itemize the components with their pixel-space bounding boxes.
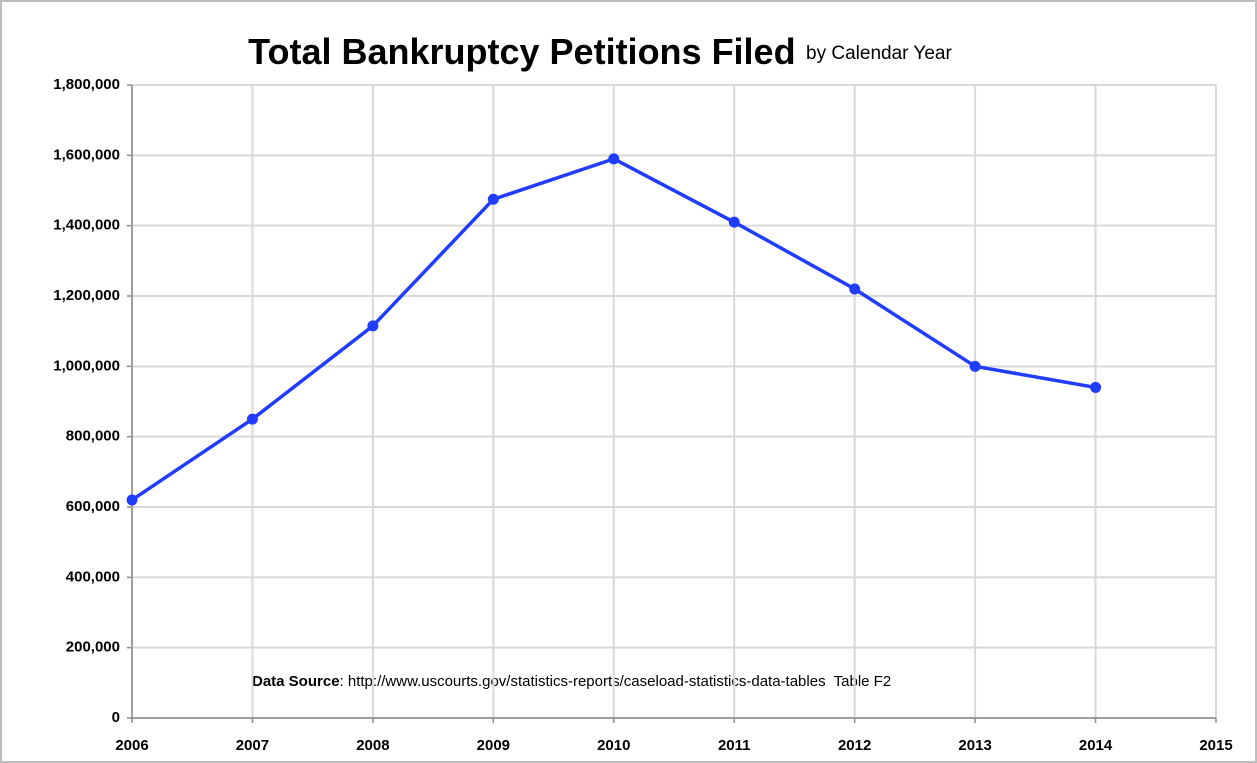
data-point xyxy=(487,193,499,205)
y-tick-label: 1,800,000 xyxy=(53,76,120,93)
data-point xyxy=(367,320,379,332)
x-tick-label: 2006 xyxy=(115,737,148,754)
annotation-text: : http://www.uscourts.gov/statistics-rep… xyxy=(340,673,892,690)
y-tick-label: 1,000,000 xyxy=(53,357,120,374)
y-tick-label: 400,000 xyxy=(66,568,120,585)
y-tick-label: 200,000 xyxy=(66,639,120,656)
y-tick-label: 0 xyxy=(112,709,120,726)
data-point xyxy=(608,153,620,165)
x-tick-label: 2013 xyxy=(958,737,991,754)
chart-heading: Total Bankruptcy Petitions Filed by Cale… xyxy=(248,31,952,72)
x-tick-label: 2011 xyxy=(718,737,751,754)
y-tick-label: 600,000 xyxy=(66,498,120,515)
y-tick-label: 800,000 xyxy=(66,428,120,445)
y-tick-label: 1,600,000 xyxy=(53,146,120,163)
data-point xyxy=(1090,381,1102,393)
annotation-label: Data Source xyxy=(252,673,340,690)
x-tick-label: 2008 xyxy=(356,737,389,754)
x-tick-label: 2015 xyxy=(1199,737,1232,754)
data-point xyxy=(849,283,861,295)
annotation: Data Source: http://www.uscourts.gov/sta… xyxy=(252,673,891,690)
x-tick-label: 2007 xyxy=(236,737,269,754)
chart-title: Total Bankruptcy Petitions Filed xyxy=(248,31,795,72)
x-tick-label: 2010 xyxy=(597,737,630,754)
chart-subtitle: by Calendar Year xyxy=(806,43,952,64)
x-tick-label: 2012 xyxy=(838,737,871,754)
x-tick-label: 2009 xyxy=(477,737,510,754)
y-tick-label: 1,400,000 xyxy=(53,217,120,234)
data-point xyxy=(728,216,740,228)
x-tick-label: 2014 xyxy=(1079,737,1113,754)
y-tick-label: 1,200,000 xyxy=(53,287,120,304)
data-point xyxy=(126,494,138,506)
data-point xyxy=(969,360,981,372)
data-point xyxy=(246,413,258,425)
